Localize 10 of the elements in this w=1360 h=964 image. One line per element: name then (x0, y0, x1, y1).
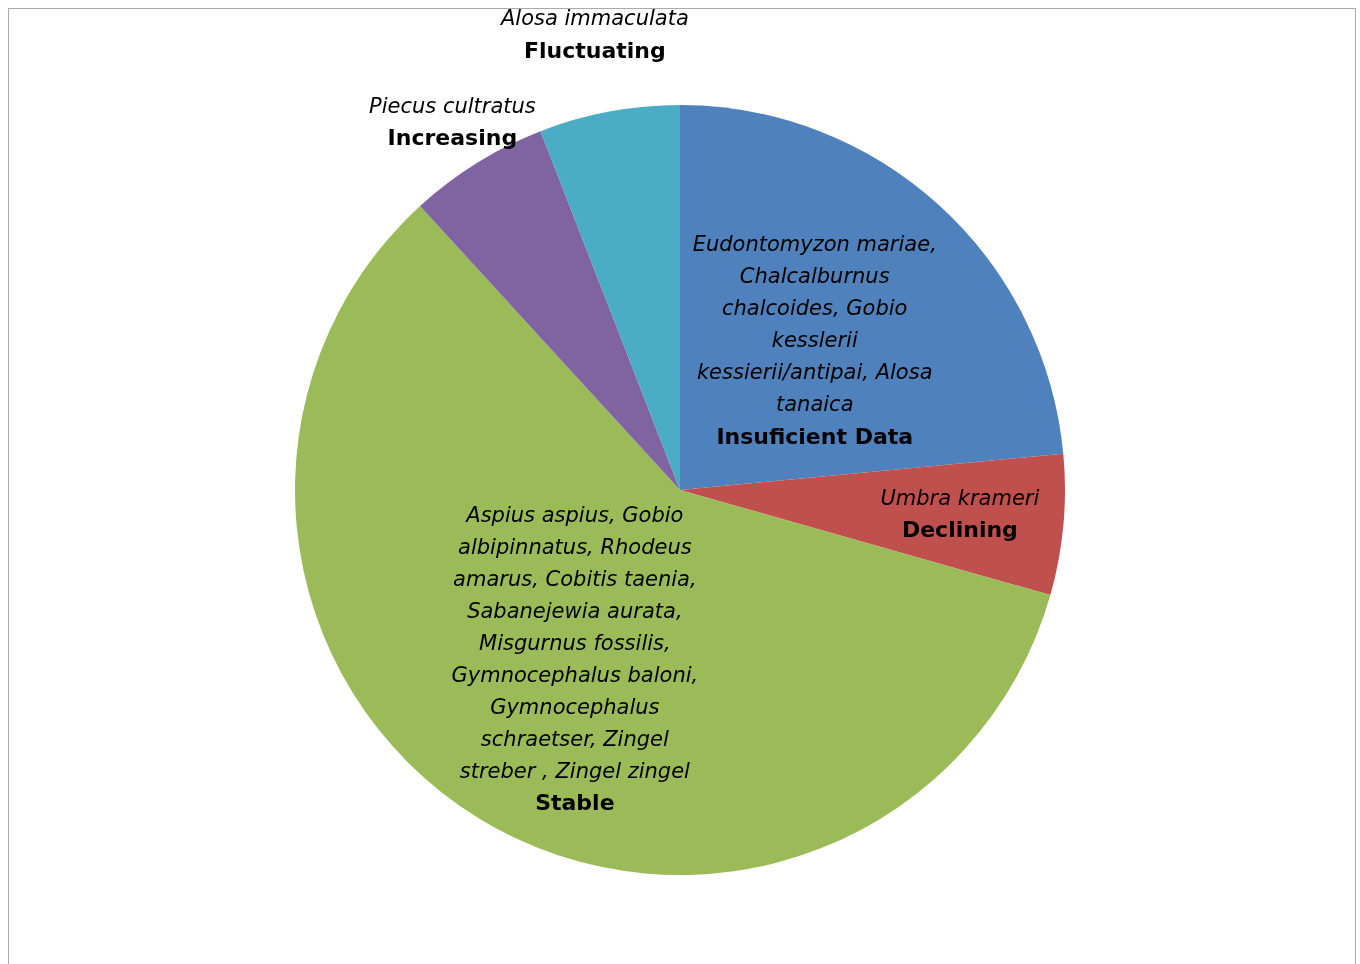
slice-label: Insuficient Data (716, 423, 914, 449)
slice-label: Fluctuating (523, 37, 666, 63)
text: Eudontomyzon mariae, Chalcalburnus chalcoides, Gobio kesslerii kessierii/antipai, Alosa tanaica (692, 232, 937, 417)
slice-label: Increasing (387, 125, 518, 151)
slice-label: Declining (901, 517, 1018, 543)
text: Umbra krameri (880, 486, 1040, 511)
text: Aspius aspius, Gobio albipinnatus, Rhodeus amarus, Cobitis taenia, Sabanejewia aurata, Misgurnus fossilis, Gymnocephalus baloni, Gymnocephalus schraetser, Zingel streber , Zingel zingel (451, 502, 699, 783)
slice-label: Stable (535, 790, 615, 816)
text: Piecus cultratus (368, 94, 536, 119)
text: Alosa immaculata (498, 6, 689, 31)
